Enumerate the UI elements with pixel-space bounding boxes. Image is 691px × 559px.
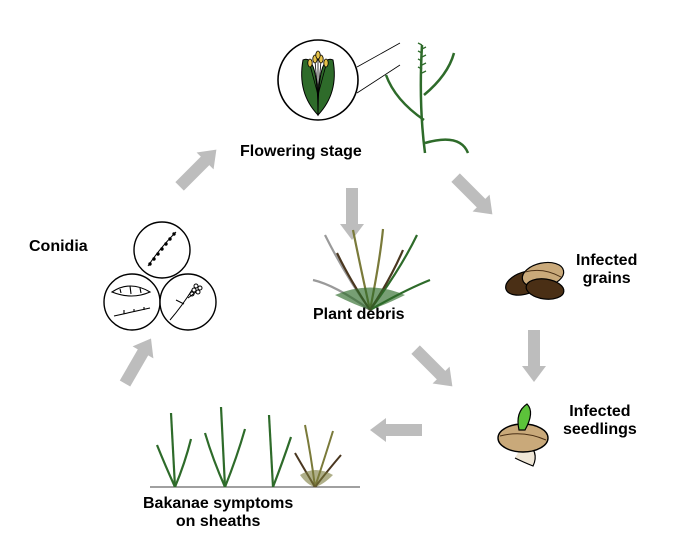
infected-grains bbox=[495, 245, 575, 310]
arrow-flowering-to-grains bbox=[448, 170, 500, 227]
conidia-label: Conidia bbox=[29, 238, 88, 256]
plant-debris-label: Plant debris bbox=[313, 306, 405, 324]
arrow-bakanae-to-conidia bbox=[112, 335, 164, 392]
bakanae-label: Bakanae symptoms on sheaths bbox=[143, 495, 293, 532]
arrow-conidia-to-flowering bbox=[172, 142, 224, 199]
infected-seedlings-label: Infected seedlings bbox=[563, 403, 637, 440]
arrow-grains-to-seedlings bbox=[522, 330, 546, 387]
infected-seedling bbox=[485, 400, 565, 475]
conidia-circles bbox=[100, 220, 220, 340]
arrow-seedlings-to-bakanae bbox=[370, 418, 422, 447]
bakanae-plants bbox=[145, 395, 365, 500]
infected-grains-label: Infected grains bbox=[576, 252, 637, 289]
flowering-inset bbox=[275, 35, 405, 140]
arrow-debris-to-seedlings bbox=[408, 342, 460, 399]
flowering-label: Flowering stage bbox=[240, 143, 362, 161]
